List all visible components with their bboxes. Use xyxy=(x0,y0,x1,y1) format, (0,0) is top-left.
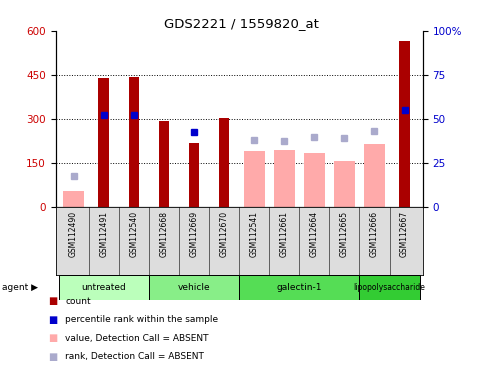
Bar xyxy=(274,150,295,207)
Bar xyxy=(243,151,265,207)
Text: ■: ■ xyxy=(48,352,57,362)
Text: GSM112490: GSM112490 xyxy=(69,211,78,257)
Bar xyxy=(63,191,84,207)
Text: GSM112669: GSM112669 xyxy=(189,211,199,257)
Text: agent ▶: agent ▶ xyxy=(2,283,39,291)
Text: GSM112661: GSM112661 xyxy=(280,211,289,257)
Text: GSM112665: GSM112665 xyxy=(340,211,349,257)
Bar xyxy=(364,144,385,207)
Text: ■: ■ xyxy=(48,315,57,325)
Bar xyxy=(359,275,420,300)
Bar xyxy=(219,118,229,207)
Text: percentile rank within the sample: percentile rank within the sample xyxy=(65,315,218,324)
Bar xyxy=(99,78,109,207)
Text: GSM112540: GSM112540 xyxy=(129,211,138,257)
Bar xyxy=(304,153,325,207)
Text: rank, Detection Call = ABSENT: rank, Detection Call = ABSENT xyxy=(65,352,204,361)
Text: value, Detection Call = ABSENT: value, Detection Call = ABSENT xyxy=(65,334,209,343)
Text: GSM112670: GSM112670 xyxy=(220,211,228,257)
Text: count: count xyxy=(65,297,91,306)
Text: ■: ■ xyxy=(48,333,57,343)
Text: GDS2221 / 1559820_at: GDS2221 / 1559820_at xyxy=(164,17,319,30)
Text: GSM112668: GSM112668 xyxy=(159,211,169,257)
Text: galectin-1: galectin-1 xyxy=(276,283,322,291)
Text: untreated: untreated xyxy=(81,283,126,291)
Bar xyxy=(58,275,149,300)
Bar xyxy=(158,121,169,207)
Text: GSM112666: GSM112666 xyxy=(370,211,379,257)
Text: GSM112541: GSM112541 xyxy=(250,211,258,257)
Text: GSM112664: GSM112664 xyxy=(310,211,319,257)
Text: ■: ■ xyxy=(48,296,57,306)
Bar xyxy=(334,161,355,207)
Bar xyxy=(128,77,139,207)
Text: vehicle: vehicle xyxy=(178,283,210,291)
Bar xyxy=(239,275,359,300)
Bar xyxy=(189,142,199,207)
Bar xyxy=(149,275,239,300)
Text: GSM112667: GSM112667 xyxy=(400,211,409,257)
Text: GSM112491: GSM112491 xyxy=(99,211,108,257)
Text: lipopolysaccharide: lipopolysaccharide xyxy=(354,283,426,291)
Bar xyxy=(399,41,410,207)
